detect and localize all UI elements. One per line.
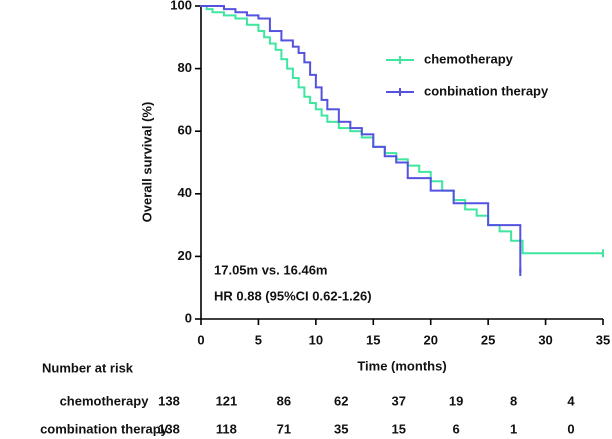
x-tick-label: 20: [423, 332, 437, 347]
y-tick-label: 20: [178, 248, 192, 263]
risk-count: 62: [334, 393, 348, 408]
risk-row-label: combination therapy: [40, 421, 169, 436]
y-tick-label: 40: [178, 185, 192, 200]
y-tick-label: 80: [178, 60, 192, 75]
risk-count: 138: [158, 421, 180, 436]
risk-count: 37: [391, 393, 405, 408]
risk-table-title: Number at risk: [42, 360, 134, 375]
x-tick-label: 5: [255, 332, 262, 347]
risk-count: 118: [216, 421, 237, 436]
risk-count: 86: [277, 393, 291, 408]
risk-count: 1: [510, 421, 517, 436]
legend-label: chemotherapy: [424, 51, 514, 66]
annotation: 17.05m vs. 16.46m: [214, 262, 327, 277]
risk-count: 19: [449, 393, 463, 408]
y-axis-label: Overall survival (%): [139, 102, 154, 223]
y-tick-label: 0: [185, 310, 192, 325]
x-tick-label: 30: [538, 332, 552, 347]
risk-count: 138: [158, 393, 180, 408]
x-tick-label: 15: [366, 332, 380, 347]
x-tick-label: 0: [197, 332, 204, 347]
y-tick-label: 60: [178, 123, 192, 138]
risk-count: 71: [277, 421, 291, 436]
risk-count: 35: [334, 421, 348, 436]
x-tick-label: 35: [596, 332, 610, 347]
risk-count: 121: [216, 393, 238, 408]
y-tick-label: 100: [170, 0, 192, 12]
risk-row-label: chemotherapy: [60, 393, 150, 408]
risk-count: 8: [510, 393, 517, 408]
x-axis-label: Time (months): [357, 358, 446, 373]
risk-count: 4: [567, 393, 575, 408]
risk-count: 0: [567, 421, 574, 436]
annotation: HR 0.88 (95%CI 0.62-1.26): [214, 288, 372, 303]
x-tick-label: 10: [309, 332, 323, 347]
legend-label: conbination therapy: [424, 83, 549, 98]
risk-count: 6: [453, 421, 460, 436]
x-tick-label: 25: [481, 332, 495, 347]
risk-count: 15: [391, 421, 405, 436]
